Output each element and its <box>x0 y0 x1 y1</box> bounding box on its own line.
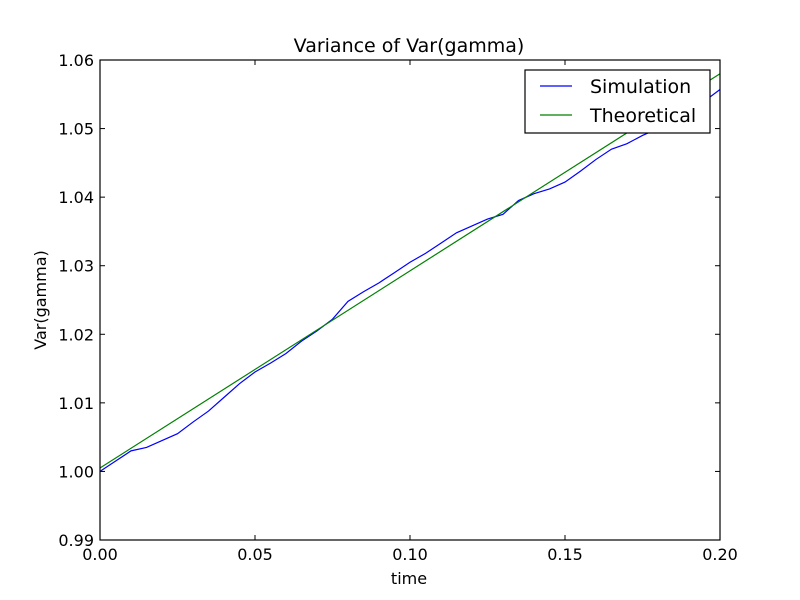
x-tick-label: 0.20 <box>702 545 738 564</box>
plot-area <box>99 73 721 472</box>
y-tick-label: 1.03 <box>58 257 94 276</box>
legend-theoretical-label: Theoretical <box>589 105 696 127</box>
y-tick-label: 1.05 <box>58 120 94 139</box>
legend: Simulation Theoretical <box>524 69 711 134</box>
y-tick-label: 1.02 <box>58 325 94 344</box>
x-tick-label: 0.15 <box>547 545 583 564</box>
series-line-simulation <box>99 89 721 472</box>
y-tick-label: 0.99 <box>58 531 94 550</box>
x-tick-label: 0.10 <box>392 545 428 564</box>
y-tick-label: 1.00 <box>58 462 94 481</box>
y-tick-label: 1.06 <box>58 51 94 70</box>
y-tick-label: 1.01 <box>58 394 94 413</box>
legend-box <box>524 69 711 134</box>
y-axis-label: Var(gamma) <box>31 250 50 350</box>
legend-simulation-label: Simulation <box>590 76 691 98</box>
chart-title: Variance of Var(gamma) <box>294 35 525 57</box>
x-tick-label: 0.00 <box>82 545 118 564</box>
y-tick-label: 1.04 <box>58 188 94 207</box>
axis-ticks: 0.00 0.05 0.10 0.15 0.20 0.99 1.00 1.01 1.02 1.03… <box>58 51 737 564</box>
x-tick-label: 0.05 <box>237 545 273 564</box>
series-line-theoretical <box>99 73 721 469</box>
x-axis-label: time <box>391 569 427 588</box>
